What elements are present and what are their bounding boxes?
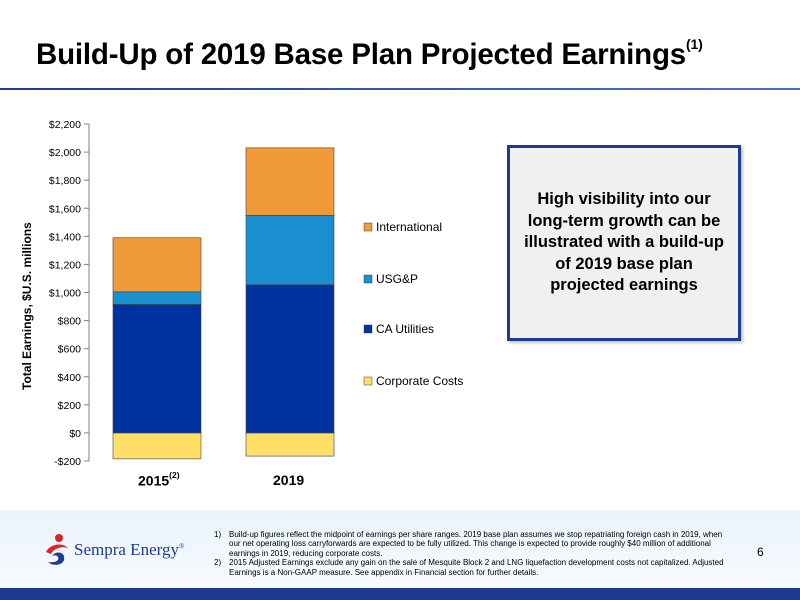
callout-box: High visibility into our long-term growt… — [507, 145, 741, 341]
bars — [112, 147, 335, 460]
y-tick-label: $0 — [69, 428, 81, 440]
y-tick-label: $2,200 — [49, 119, 81, 131]
title-footnote-ref: (1) — [686, 36, 703, 53]
legend-swatch-ca-utilities — [363, 324, 373, 334]
company-logo: Sempra Energy® — [42, 532, 192, 568]
slide-title: Build-Up of 2019 Base Plan Projected Ear… — [36, 36, 703, 71]
sempra-swirl-icon — [46, 534, 68, 565]
bar-2019-ca-utilities — [245, 284, 335, 434]
legend-label-corporate-costs: Corporate Costs — [376, 374, 463, 388]
bar-2015-ca-utilities — [112, 304, 202, 434]
y-tick-label: $1,200 — [49, 259, 81, 271]
y-tick-label: $400 — [58, 372, 82, 384]
page-number: 6 — [757, 545, 764, 559]
legend: International USG&P CA Utilities Corporate … — [363, 220, 463, 388]
y-axis-title: Total Earnings, $U.S. millions — [20, 222, 34, 390]
callout-text: High visibility into our long-term growt… — [524, 190, 724, 295]
y-tick-label: $1,800 — [49, 175, 81, 187]
x-tick-label-2019: 2019 — [273, 472, 305, 488]
legend-label-usg-p: USG&P — [376, 272, 418, 286]
footer-band — [0, 510, 800, 588]
y-tick-label: $1,400 — [49, 231, 81, 243]
footnote-1: 1) Build-up figures reflect the midpoint… — [214, 530, 723, 558]
bar-2015-corporate-costs — [112, 432, 202, 460]
bar-2019-international — [245, 147, 335, 216]
stacked-bar-chart: -$200 $0 $200 $400 $600 $800 $1,000 $1,200 $1,40… — [49, 119, 464, 468]
bottom-bar — [0, 588, 800, 600]
bar-2015-international — [112, 237, 202, 293]
y-tick-label: $1,600 — [49, 203, 81, 215]
x-tick-footnote-ref: (2) — [169, 470, 180, 480]
title-divider — [0, 88, 800, 90]
y-tick-label: -$200 — [54, 456, 81, 468]
logo-wordmark: Sempra Energy® — [74, 540, 185, 559]
bar-2019-usg-p — [245, 214, 335, 286]
legend-label-international: International — [376, 220, 442, 234]
y-tick-label: $2,000 — [49, 147, 81, 159]
footnotes: 1) Build-up figures reflect the midpoint… — [214, 530, 734, 577]
y-tick-label: $200 — [58, 400, 82, 412]
legend-swatch-corporate-costs — [363, 376, 373, 386]
bar-2015-usg-p — [112, 291, 202, 305]
y-tick-label: $800 — [58, 316, 82, 328]
footnote-2: 2) 2015 Adjusted Earnings exclude any ga… — [214, 558, 724, 577]
y-axis: -$200 $0 $200 $400 $600 $800 $1,000 $1,200 $1,40… — [49, 119, 90, 468]
y-tick-label: $600 — [58, 344, 82, 356]
legend-swatch-international — [363, 222, 373, 232]
x-tick-label-2015: 2015(2) — [138, 470, 180, 489]
y-tick-label: $1,000 — [49, 288, 81, 300]
legend-swatch-usg-p — [363, 274, 373, 284]
bar-2019-corporate-costs — [245, 432, 335, 457]
legend-label-ca-utilities: CA Utilities — [376, 322, 434, 336]
